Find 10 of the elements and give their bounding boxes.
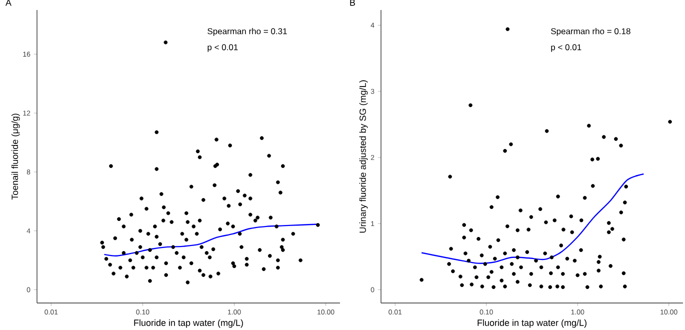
annotation: p < 0.01 <box>208 44 238 52</box>
x-axis-title: Fluoride in tap water (mg/L) <box>134 319 243 328</box>
chart-title: A <box>5 0 12 6</box>
y-axis-title: Urinary fluoride adjusted by SG (mg/L) <box>359 80 368 233</box>
x-axis-title: Fluoride in tap water (mg/L) <box>478 319 586 328</box>
chart-title: B <box>350 0 355 6</box>
annotation: p < 0.01 <box>551 44 582 52</box>
y-axis-title: Toenail fluoride (μg/g) <box>11 114 20 200</box>
annotation: Spearman rho = 0.18 <box>551 28 630 36</box>
annotation: Spearman rho = 0.31 <box>208 28 287 36</box>
